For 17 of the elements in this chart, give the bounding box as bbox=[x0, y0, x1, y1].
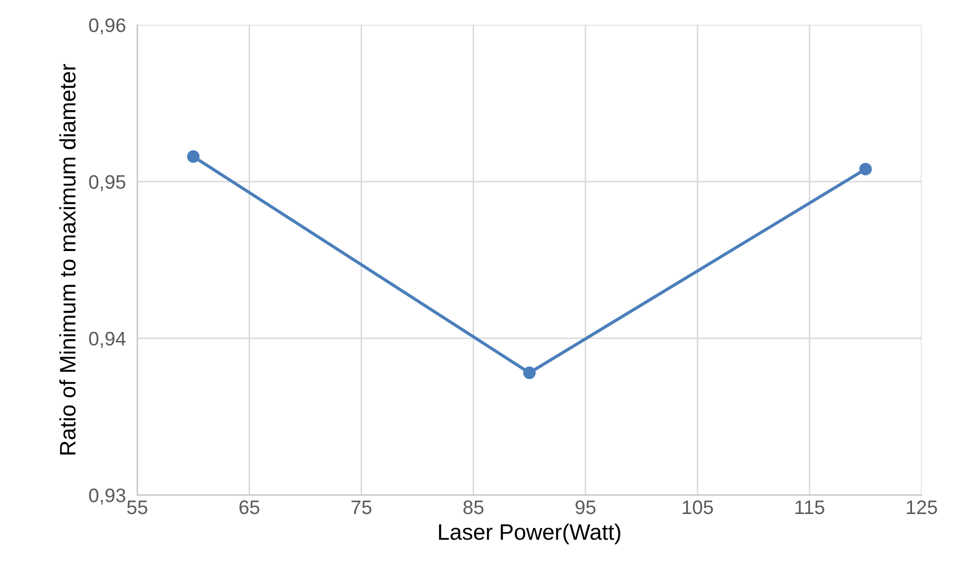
y-axis-title: Ratio of Minimum to maximum diameter bbox=[59, 64, 76, 454]
x-tick-label: 75 bbox=[352, 500, 372, 514]
x-tick-label: 105 bbox=[682, 500, 713, 514]
y-tick-label: 0,95 bbox=[89, 175, 126, 192]
x-tick-label: 125 bbox=[906, 500, 938, 514]
x-tick-label: 95 bbox=[576, 500, 596, 514]
point bbox=[523, 366, 536, 380]
y-tick-label: 0,94 bbox=[89, 332, 126, 348]
point bbox=[859, 162, 872, 176]
y-tick-label: 0,93 bbox=[89, 488, 126, 505]
x-tick-label: 55 bbox=[127, 500, 148, 514]
x-tick-label: 85 bbox=[463, 500, 484, 514]
y-tick-label: 0,96 bbox=[89, 18, 126, 34]
point bbox=[187, 150, 200, 163]
x-tick-label: 115 bbox=[796, 500, 824, 514]
x-tick-label: 65 bbox=[240, 500, 260, 514]
x-axis-title: Laser Power(Watt) bbox=[439, 524, 620, 544]
